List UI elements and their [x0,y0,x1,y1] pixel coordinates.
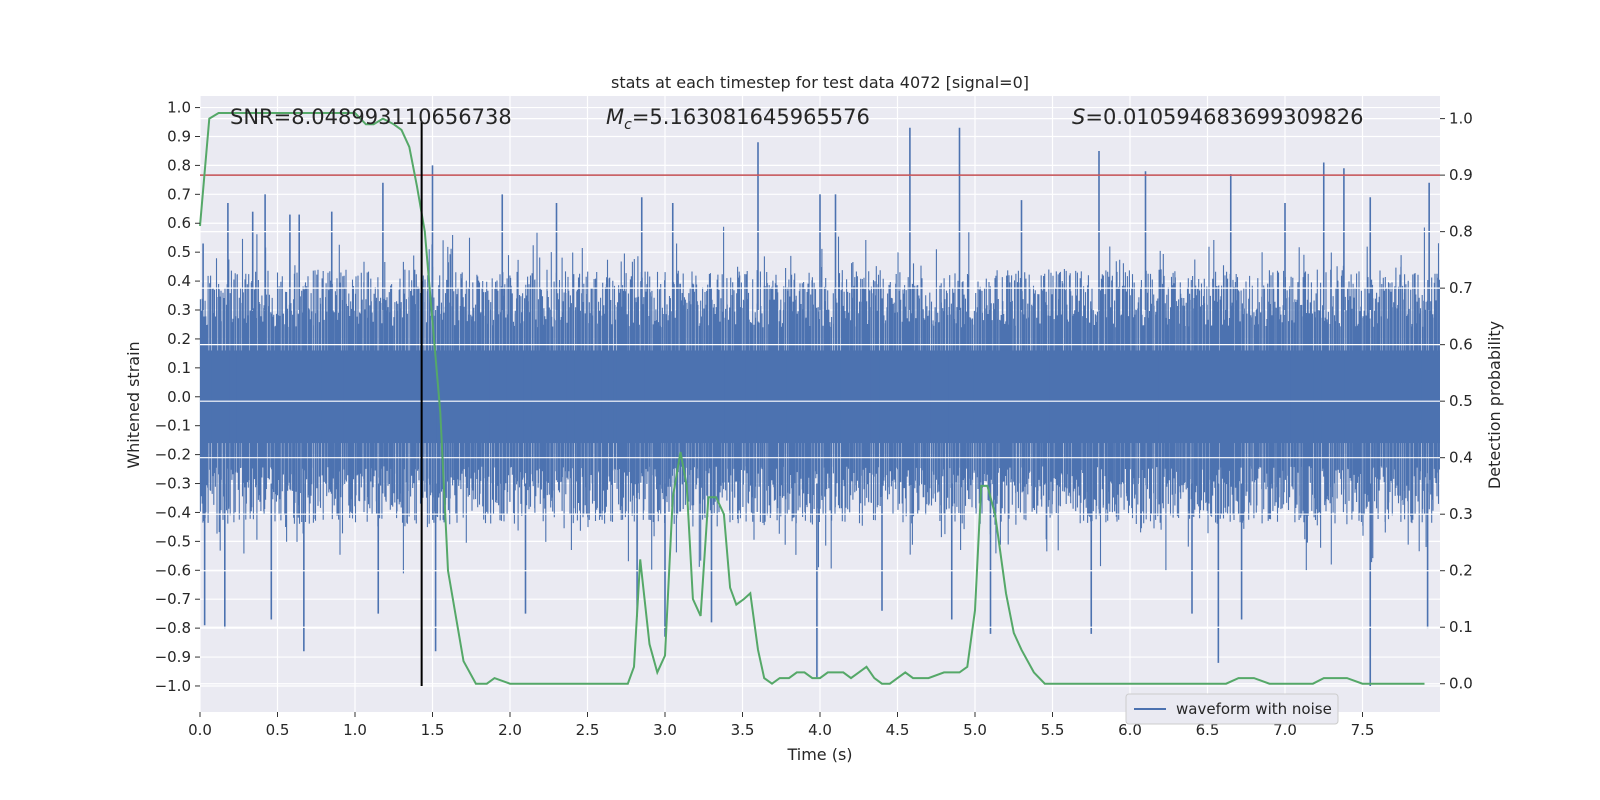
x-tick-label: 4.0 [808,721,832,739]
y-left-ticks: 1.0 0.9 0.8 0.7 0.6 0.5 0.4 0.3 0.2 0.1 0.0 −0.1 −0.… [155,99,200,695]
x-tick-label: 5.5 [1041,721,1065,739]
x-tick-label: 1.0 [343,721,367,739]
chirp-mass-annotation: Mc=5.163081645965576 [606,105,870,133]
y-left-tick-label: −0.3 [155,475,191,493]
y-left-tick-label: 0.6 [167,214,191,232]
y-right-axis-label: Detection probability [1485,321,1504,489]
x-tick-label: 7.5 [1351,721,1375,739]
y-left-tick-label: 0.5 [167,243,191,261]
x-tick-label: 6.5 [1196,721,1220,739]
chirp-mass-subscript: c [624,117,632,133]
s-symbol: S [1072,105,1085,129]
y-left-tick-label: 0.7 [167,185,191,203]
y-left-tick-label: −0.2 [155,446,191,464]
y-right-tick-label: 0.6 [1449,336,1473,354]
y-right-tick-label: 0.7 [1449,279,1473,297]
chirp-mass-symbol: M [606,105,624,129]
y-left-tick-label: −0.8 [155,619,191,637]
y-right-tick-label: 1.0 [1449,110,1473,128]
y-right-ticks: 1.0 0.9 0.8 0.7 0.6 0.5 0.4 0.3 0.2 0.1 0.0 [1440,110,1473,693]
y-right-tick-label: 0.1 [1449,618,1473,636]
y-left-tick-label: −0.6 [155,561,191,579]
y-left-tick-label: 0.1 [167,359,191,377]
x-tick-label: 5.0 [963,721,987,739]
snr-annotation: SNR=8.048993110656738 [230,105,512,129]
s-value: =0.010594683699309826 [1085,105,1363,129]
y-right-tick-label: 0.4 [1449,449,1473,467]
x-tick-label: 6.0 [1118,721,1142,739]
x-tick-label: 2.5 [576,721,600,739]
y-right-tick-label: 0.5 [1449,392,1473,410]
y-left-tick-label: 1.0 [167,99,191,117]
x-tick-label: 4.5 [886,721,910,739]
waveform-series [199,127,1440,686]
legend-box [1125,693,1339,725]
y-left-tick-label: −0.5 [155,532,191,550]
y-left-axis-label: Whitened strain [124,341,143,468]
y-left-tick-label: 0.9 [167,127,191,145]
y-left-tick-label: −0.7 [155,590,191,608]
y-right-tick-label: 0.9 [1449,166,1473,184]
legend-label-waveform: waveform with noise [1176,700,1332,718]
y-right-tick-label: 0.0 [1449,675,1473,693]
x-tick-label: 3.5 [731,721,755,739]
y-left-tick-label: 0.0 [167,388,191,406]
x-tick-label: 1.5 [421,721,445,739]
y-left-tick-label: 0.4 [167,272,191,290]
s-annotation: S=0.010594683699309826 [1072,105,1363,129]
detection-probability-line [199,112,1425,685]
chart-title: stats at each timestep for test data 407… [611,73,1029,92]
x-tick-label: 2.0 [498,721,522,739]
y-right-tick-label: 0.2 [1449,562,1473,580]
y-left-tick-label: −1.0 [155,677,191,695]
x-tick-label: 3.0 [653,721,677,739]
legend: waveform with noise [1125,693,1339,725]
x-tick-label: 7.0 [1273,721,1297,739]
y-right-tick-label: 0.3 [1449,505,1473,523]
y-left-tick-label: −0.4 [155,503,191,521]
y-left-tick-label: −0.9 [155,648,191,666]
y-left-tick-label: 0.3 [167,301,191,319]
x-ticks: 0.0 0.5 1.0 1.5 2.0 2.5 3.0 3.5 4.0 4.5 5.0 5.5 6.0 6… [188,712,1374,739]
x-tick-label: 0.5 [266,721,290,739]
chirp-mass-value: =5.163081645965576 [632,105,870,129]
x-tick-label: 0.0 [188,721,212,739]
y-left-tick-label: 0.8 [167,156,191,174]
x-axis-label: Time (s) [786,745,852,764]
y-left-tick-label: −0.1 [155,417,191,435]
y-left-tick-label: 0.2 [167,330,191,348]
y-right-tick-label: 0.8 [1449,223,1473,241]
